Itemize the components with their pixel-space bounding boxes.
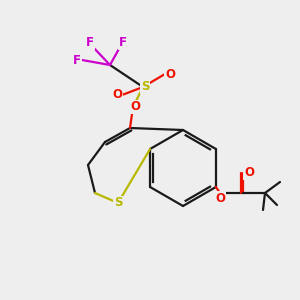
Text: O: O: [130, 100, 140, 113]
Text: F: F: [86, 37, 94, 50]
Text: O: O: [165, 68, 175, 80]
Text: S: S: [114, 196, 122, 209]
Text: O: O: [244, 167, 254, 179]
Text: S: S: [141, 80, 149, 94]
Text: O: O: [112, 88, 122, 101]
Text: F: F: [119, 37, 127, 50]
Text: O: O: [215, 191, 225, 205]
Text: F: F: [73, 53, 81, 67]
